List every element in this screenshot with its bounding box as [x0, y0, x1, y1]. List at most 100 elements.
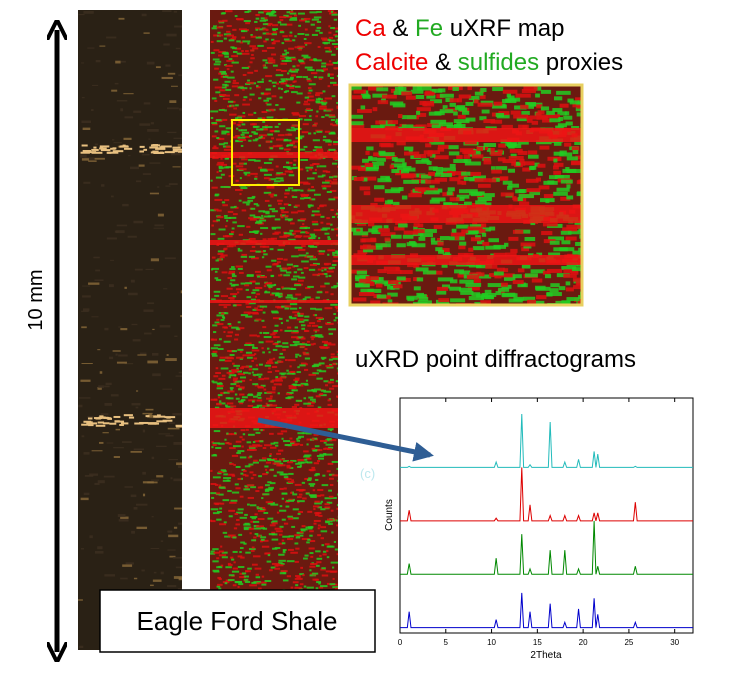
pixel: [307, 511, 312, 513]
pixel: [459, 242, 466, 246]
bright-grain: [86, 422, 97, 424]
pixel: [447, 191, 453, 195]
grain: [112, 139, 114, 140]
grain: [135, 269, 143, 271]
pixel: [257, 405, 262, 407]
pixel: [518, 268, 525, 272]
pixel: [253, 555, 260, 557]
pixel: [231, 559, 234, 561]
pixel: [253, 441, 255, 443]
pixel: [472, 154, 483, 158]
pixel: [219, 554, 226, 556]
pixel: [316, 378, 322, 380]
heading-part: uXRF map: [450, 15, 565, 42]
pixel: [276, 177, 284, 179]
grain: [98, 385, 104, 388]
pixel: [559, 286, 565, 290]
pixel: [276, 139, 284, 141]
pixel: [235, 523, 240, 525]
pixel: [272, 264, 277, 266]
pixel: [283, 549, 287, 551]
pixel: [224, 149, 231, 151]
pixel: [327, 271, 334, 273]
bright-grain: [96, 425, 106, 427]
pixel: [267, 458, 272, 460]
pixel: [249, 584, 257, 586]
pixel: [240, 547, 244, 549]
pixel: [225, 582, 228, 584]
pixel: [560, 104, 569, 108]
pixel: [219, 170, 222, 172]
pixel: [275, 294, 280, 296]
pixel: [327, 470, 331, 472]
pixel: [567, 156, 578, 160]
pixel: [333, 285, 341, 287]
pixel: [219, 400, 221, 402]
pixel: [270, 333, 275, 335]
pixel: [324, 307, 332, 309]
pixel: [328, 73, 330, 75]
pixel: [316, 131, 322, 133]
pixel: [254, 203, 258, 205]
pixel: [235, 15, 238, 17]
pixel: [475, 200, 486, 204]
pixel: [332, 43, 338, 45]
grain: [131, 451, 142, 453]
pixel: [236, 367, 238, 369]
pixel: [228, 535, 236, 537]
pixel: [323, 391, 331, 393]
pixel: [233, 379, 237, 381]
pixel: [313, 523, 316, 525]
pixel: [266, 266, 272, 268]
pixel: [245, 282, 252, 284]
grain: [161, 540, 163, 541]
pixel: [248, 159, 256, 161]
pixel: [288, 518, 293, 520]
pixel: [260, 276, 267, 278]
pixel: [274, 330, 279, 332]
pixel: [296, 371, 300, 373]
pixel: [250, 173, 257, 175]
pixel: [234, 432, 236, 434]
pixel: [223, 477, 231, 479]
pixel: [327, 583, 330, 585]
pixel: [265, 200, 270, 202]
pixel: [406, 296, 418, 300]
pixel: [270, 196, 273, 198]
pixel: [284, 91, 287, 93]
pixel: [213, 49, 219, 51]
pixel: [236, 357, 244, 359]
pixel: [289, 84, 292, 86]
pixel: [305, 344, 310, 346]
pixel: [282, 346, 289, 348]
pixel: [316, 395, 321, 397]
pixel: [539, 146, 549, 150]
pixel: [219, 89, 225, 91]
pixel: [246, 226, 250, 228]
pixel: [310, 469, 314, 471]
pixel: [416, 95, 424, 99]
pixel: [247, 42, 249, 44]
pixel: [262, 121, 265, 123]
grain: [123, 138, 131, 140]
pixel: [249, 528, 254, 530]
pixel: [309, 552, 313, 554]
pixel: [273, 336, 275, 338]
pixel: [285, 397, 290, 399]
pixel: [232, 536, 236, 538]
pixel: [225, 131, 229, 133]
grain: [165, 358, 176, 361]
pixel: [280, 63, 286, 65]
pixel: [281, 373, 285, 375]
pixel: [225, 442, 229, 444]
pixel: [236, 441, 242, 443]
pixel: [330, 484, 333, 486]
pixel: [310, 234, 315, 236]
pixel: [307, 479, 311, 481]
pixel: [313, 508, 315, 510]
pixel: [257, 81, 264, 83]
grain: [116, 354, 118, 356]
pixel: [553, 171, 561, 175]
pixel: [250, 94, 255, 96]
bright-grain: [92, 152, 103, 154]
